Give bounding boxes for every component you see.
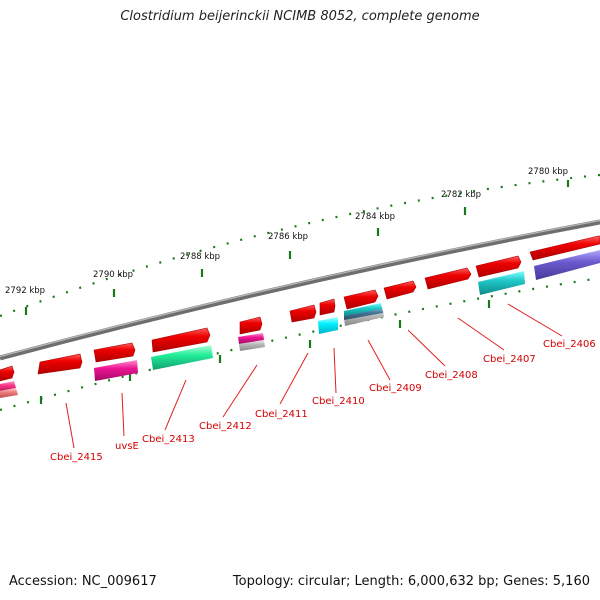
ruler-major-ticks: [24, 180, 570, 315]
ruler-label-2782: 2782 kbp: [441, 190, 481, 200]
gene-arrow-cbei-2408[interactable]: [424, 267, 472, 290]
genome-backbone: [0, 219, 600, 361]
ruler-label-2790: 2790 kbp: [93, 270, 133, 280]
feature-pink-edge[interactable]: [0, 381, 16, 391]
inner-ruler-track: [0, 276, 600, 412]
feature-teal-2409[interactable]: [344, 303, 382, 316]
feature-teal[interactable]: [478, 271, 525, 295]
feature-purple[interactable]: [534, 250, 600, 280]
leader-cbei-2413: [164, 379, 187, 431]
inner-ruler-major-ticks: [39, 300, 491, 404]
feature-magenta-2412[interactable]: [238, 333, 264, 344]
gene-arrow-cbei-2410[interactable]: [343, 289, 379, 310]
gene-arrow-uvse[interactable]: [151, 327, 211, 353]
leader-cbei-2409: [367, 339, 391, 381]
ruler-label-2784: 2784 kbp: [355, 212, 395, 222]
gene-label-cbei-2406[interactable]: Cbei_2406: [543, 339, 596, 350]
gene-arrow-cbei-2412[interactable]: [289, 304, 317, 323]
leader-cbei-2407: [457, 317, 505, 351]
feature-grey-2412[interactable]: [239, 340, 265, 351]
leader-cbei-2415: [65, 402, 75, 449]
outer-ruler-track: [0, 173, 600, 318]
gene-label-cbei-2411[interactable]: Cbei_2411: [255, 409, 308, 420]
gene-arrow-cbei-2413[interactable]: [239, 316, 263, 335]
gene-label-cbei-2413[interactable]: Cbei_2413: [142, 434, 195, 445]
ruler-label-2788: 2788 kbp: [180, 252, 220, 262]
gene-label-cbei-2415[interactable]: Cbei_2415: [50, 452, 103, 463]
feature-cyan-2410[interactable]: [318, 317, 338, 334]
ruler-label-2792: 2792 kbp: [5, 286, 45, 296]
feature-track: [0, 250, 600, 398]
gene-track-top: [0, 235, 600, 382]
feature-salmon-edge[interactable]: [0, 388, 18, 398]
gene-label-cbei-2410[interactable]: Cbei_2410: [312, 396, 365, 407]
topology-text: Topology: circular; Length: 6,000,632 bp…: [232, 574, 590, 589]
leader-cbei-2412: [222, 364, 258, 418]
label-leaders: [65, 303, 563, 449]
ruler-label-2780: 2780 kbp: [528, 167, 568, 177]
accession-text: Accession: NC_009617: [9, 574, 157, 589]
gene-label-cbei-2407[interactable]: Cbei_2407: [483, 354, 536, 365]
ruler-label-2786: 2786 kbp: [268, 232, 308, 242]
gene-label-uvse[interactable]: uvsE: [115, 441, 139, 452]
leader-cbei-2406: [507, 303, 563, 337]
leader-cbei-2411: [279, 352, 309, 405]
gene-arrow-cbei-2407[interactable]: [475, 255, 522, 278]
feature-magenta-uvse[interactable]: [94, 360, 138, 381]
gene-arrow-cbei-2406[interactable]: [529, 235, 600, 261]
gene-arrow-cbei-2416[interactable]: [37, 353, 83, 375]
leader-cbei-2408: [407, 329, 446, 367]
genome-backbone-highlight: [0, 219, 600, 358]
gene-arrow-cbei-2409[interactable]: [383, 280, 417, 300]
gene-arrow-cbei-2411[interactable]: [319, 298, 336, 316]
genome-title: Clostridium beijerinckii NCIMB 8052, com…: [120, 9, 480, 24]
leader-uvse: [121, 392, 125, 437]
feature-green-2413[interactable]: [151, 345, 213, 370]
leader-cbei-2410: [333, 347, 337, 394]
gene-arrow-edge[interactable]: [0, 365, 15, 382]
gene-label-cbei-2408[interactable]: Cbei_2408: [425, 370, 478, 381]
gene-label-cbei-2412[interactable]: Cbei_2412: [199, 421, 252, 432]
gene-label-cbei-2409[interactable]: Cbei_2409: [369, 383, 422, 394]
gene-arrow-cbei-2415[interactable]: [93, 342, 136, 363]
